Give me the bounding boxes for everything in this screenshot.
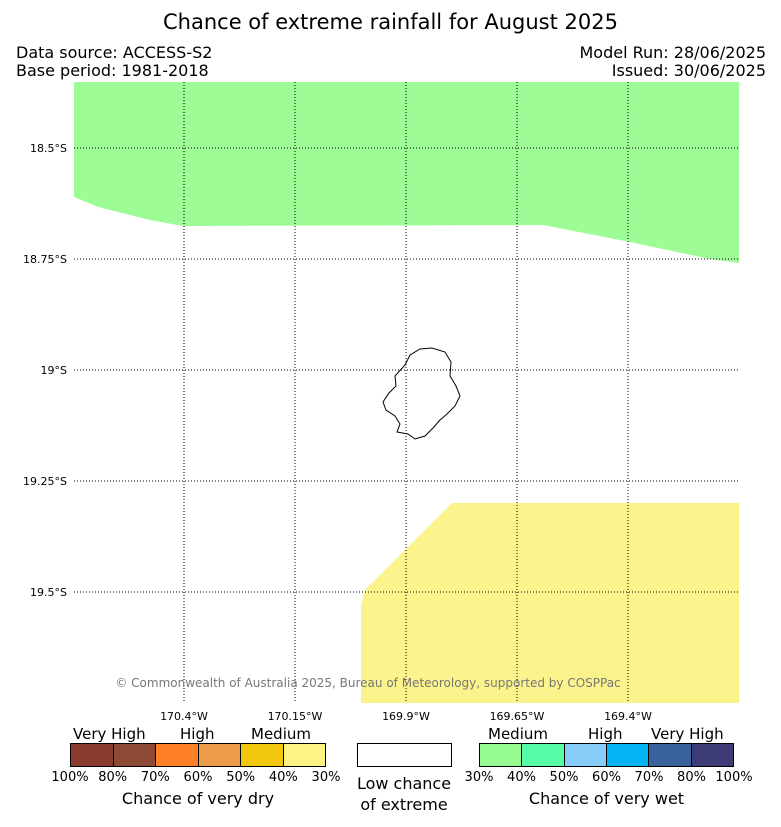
low-chance-caption-line1: Low chance (356, 774, 452, 793)
dry-swatch-2 (112, 744, 155, 766)
wet-colorbar (479, 743, 734, 767)
dry-swatch-3 (155, 744, 198, 766)
lat-label: 19°S (40, 364, 67, 377)
dry-swatch-5 (240, 744, 283, 766)
wet-swatch-3 (563, 744, 606, 766)
low-chance-caption-line2: of extreme (360, 795, 448, 814)
wet-tick-label: 100% (715, 770, 753, 785)
dry-swatch-4 (197, 744, 240, 766)
dry-tick-label: 50% (226, 770, 256, 785)
dry-category-label: High (180, 725, 215, 743)
lat-label: 18.5°S (30, 142, 67, 155)
dry-caption: Chance of very dry (121, 789, 275, 808)
lon-label: 170.4°W (160, 710, 208, 723)
wet-category-label: Very High (651, 725, 724, 743)
wet-category-label: High (588, 725, 623, 743)
lon-label: 170.15°W (267, 710, 323, 723)
dry-tick-label: 100% (51, 770, 89, 785)
dry-category-label: Very High (73, 725, 146, 743)
wet-swatch-5 (648, 744, 691, 766)
lat-label: 18.75°S (23, 253, 67, 266)
lon-label: 169.9°W (382, 710, 430, 723)
wet-swatch-1 (480, 744, 522, 766)
dry-swatch-6 (282, 744, 325, 766)
low-chance-swatch (357, 743, 452, 767)
wet-swatch-2 (521, 744, 564, 766)
dry-tick-label: 80% (98, 770, 128, 785)
lat-label: 19.5°S (30, 586, 67, 599)
wet-tick-label: 30% (464, 770, 494, 785)
model-run: Model Run: 28/06/2025 (579, 43, 767, 62)
issued-date: Issued: 30/06/2025 (611, 61, 766, 80)
wet-tick-label: 40% (507, 770, 536, 785)
wet-swatch-4 (605, 744, 649, 766)
lon-label: 169.4°W (604, 710, 652, 723)
dry-tick-label: 70% (140, 770, 170, 785)
dry-tick-label: 30% (311, 770, 341, 785)
dry-tick-label: 60% (183, 770, 213, 785)
wet-tick-label: 50% (549, 770, 579, 785)
map-title: Chance of extreme rainfall for August 20… (163, 10, 618, 34)
lon-label: 169.65°W (489, 710, 545, 723)
wet-swatch-6 (690, 744, 733, 766)
lat-label: 19.25°S (23, 475, 67, 488)
base-period: Base period: 1981-2018 (16, 61, 209, 80)
dry-medium-region (361, 503, 739, 703)
wet-caption: Chance of very wet (528, 789, 685, 808)
dry-swatch-1 (71, 744, 113, 766)
island-coastline (382, 347, 461, 440)
wet-category-label: Medium (488, 725, 548, 743)
wet-tick-label: 70% (634, 770, 664, 785)
wet-tick-label: 80% (677, 770, 706, 785)
dry-colorbar (70, 743, 326, 767)
forecast-map (74, 82, 739, 703)
wet-tick-label: 60% (592, 770, 621, 785)
data-source: Data source: ACCESS-S2 (16, 43, 213, 62)
dry-tick-label: 40% (268, 770, 298, 785)
dry-category-label: Medium (251, 725, 311, 743)
copyright-notice: © Commonwealth of Australia 2025, Bureau… (115, 676, 621, 690)
